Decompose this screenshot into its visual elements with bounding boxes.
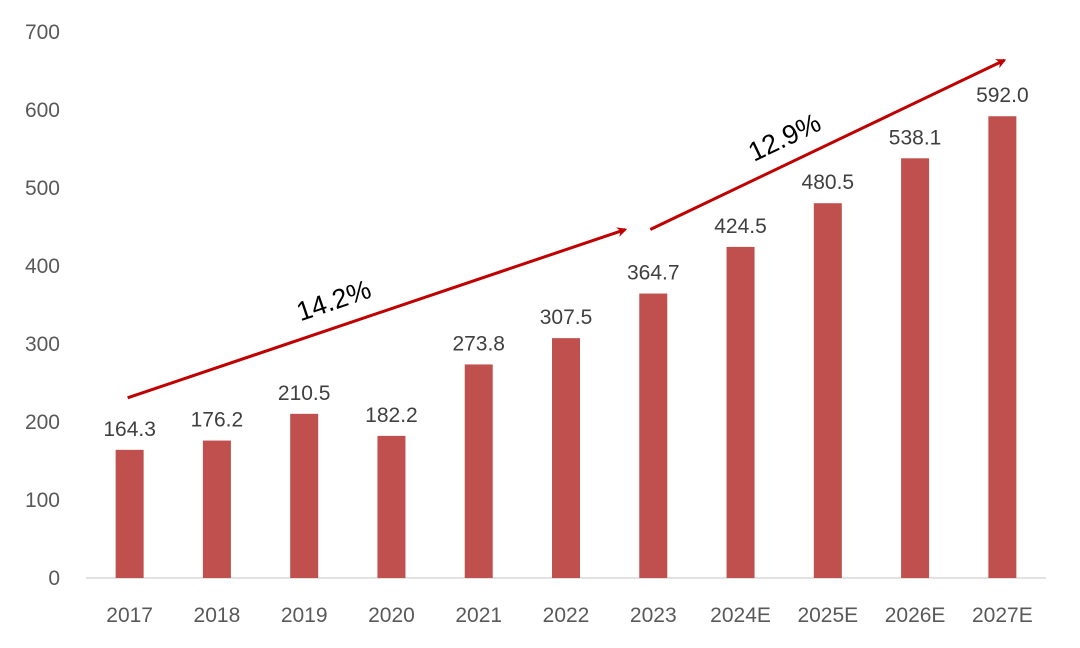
data-label: 182.2: [365, 404, 418, 427]
data-labels: 164.3 176.2 210.5 182.2 273.8 307.5 364.7 424.5…: [103, 84, 1028, 441]
bar-2025e: [813, 203, 842, 578]
x-tick-label: 2026E: [885, 604, 946, 627]
x-tick-label: 2024E: [710, 604, 771, 627]
bar-series: [115, 116, 1017, 579]
y-tick-label: 600: [25, 99, 60, 122]
x-tick-label: 2017: [106, 604, 153, 627]
growth-arrow: [127, 227, 628, 400]
x-tick-label: 2019: [281, 604, 328, 627]
bar-2024e: [726, 246, 755, 578]
data-label: 538.1: [889, 126, 942, 149]
y-tick-label: 0: [48, 567, 60, 590]
growth-rate-label: 12.9%: [743, 107, 825, 167]
data-label: 364.7: [627, 262, 680, 285]
bar-2017: [115, 449, 144, 578]
bar-2020: [377, 435, 406, 578]
bar-2027e: [988, 116, 1017, 579]
y-tick-label: 700: [25, 21, 60, 44]
data-label: 164.3: [103, 418, 156, 441]
y-tick-label: 300: [25, 333, 60, 356]
data-label: 273.8: [452, 332, 505, 355]
x-tick-label: 2021: [455, 604, 502, 627]
bar-2023: [639, 293, 668, 578]
bar-2018: [202, 440, 231, 578]
data-label: 592.0: [976, 84, 1029, 107]
data-label: 424.5: [714, 215, 767, 238]
bar-2019: [290, 413, 319, 578]
y-tick-label: 400: [25, 255, 60, 278]
y-tick-label: 500: [25, 177, 60, 200]
data-label: 307.5: [540, 306, 593, 329]
bar-2026e: [901, 158, 930, 579]
growth-arrow: [649, 58, 1007, 231]
x-tick-label: 2018: [194, 604, 241, 627]
x-tick-label: 2022: [543, 604, 590, 627]
data-label: 176.2: [191, 409, 244, 432]
x-tick-label: 2027E: [972, 604, 1033, 627]
x-axis: 2017 2018 2019 2020 2021 2022 2023 2024E 2025E 20…: [106, 604, 1032, 627]
x-tick-label: 2023: [630, 604, 677, 627]
data-label: 210.5: [278, 382, 331, 405]
x-tick-label: 2020: [368, 604, 415, 627]
data-label: 480.5: [802, 171, 855, 194]
y-axis: 0 100 200 300 400 500 600 700: [25, 21, 60, 590]
x-tick-label: 2025E: [797, 604, 858, 627]
y-tick-label: 100: [25, 489, 60, 512]
bar-2021: [464, 364, 493, 578]
bar-2022: [552, 338, 580, 578]
y-tick-label: 200: [25, 411, 60, 434]
